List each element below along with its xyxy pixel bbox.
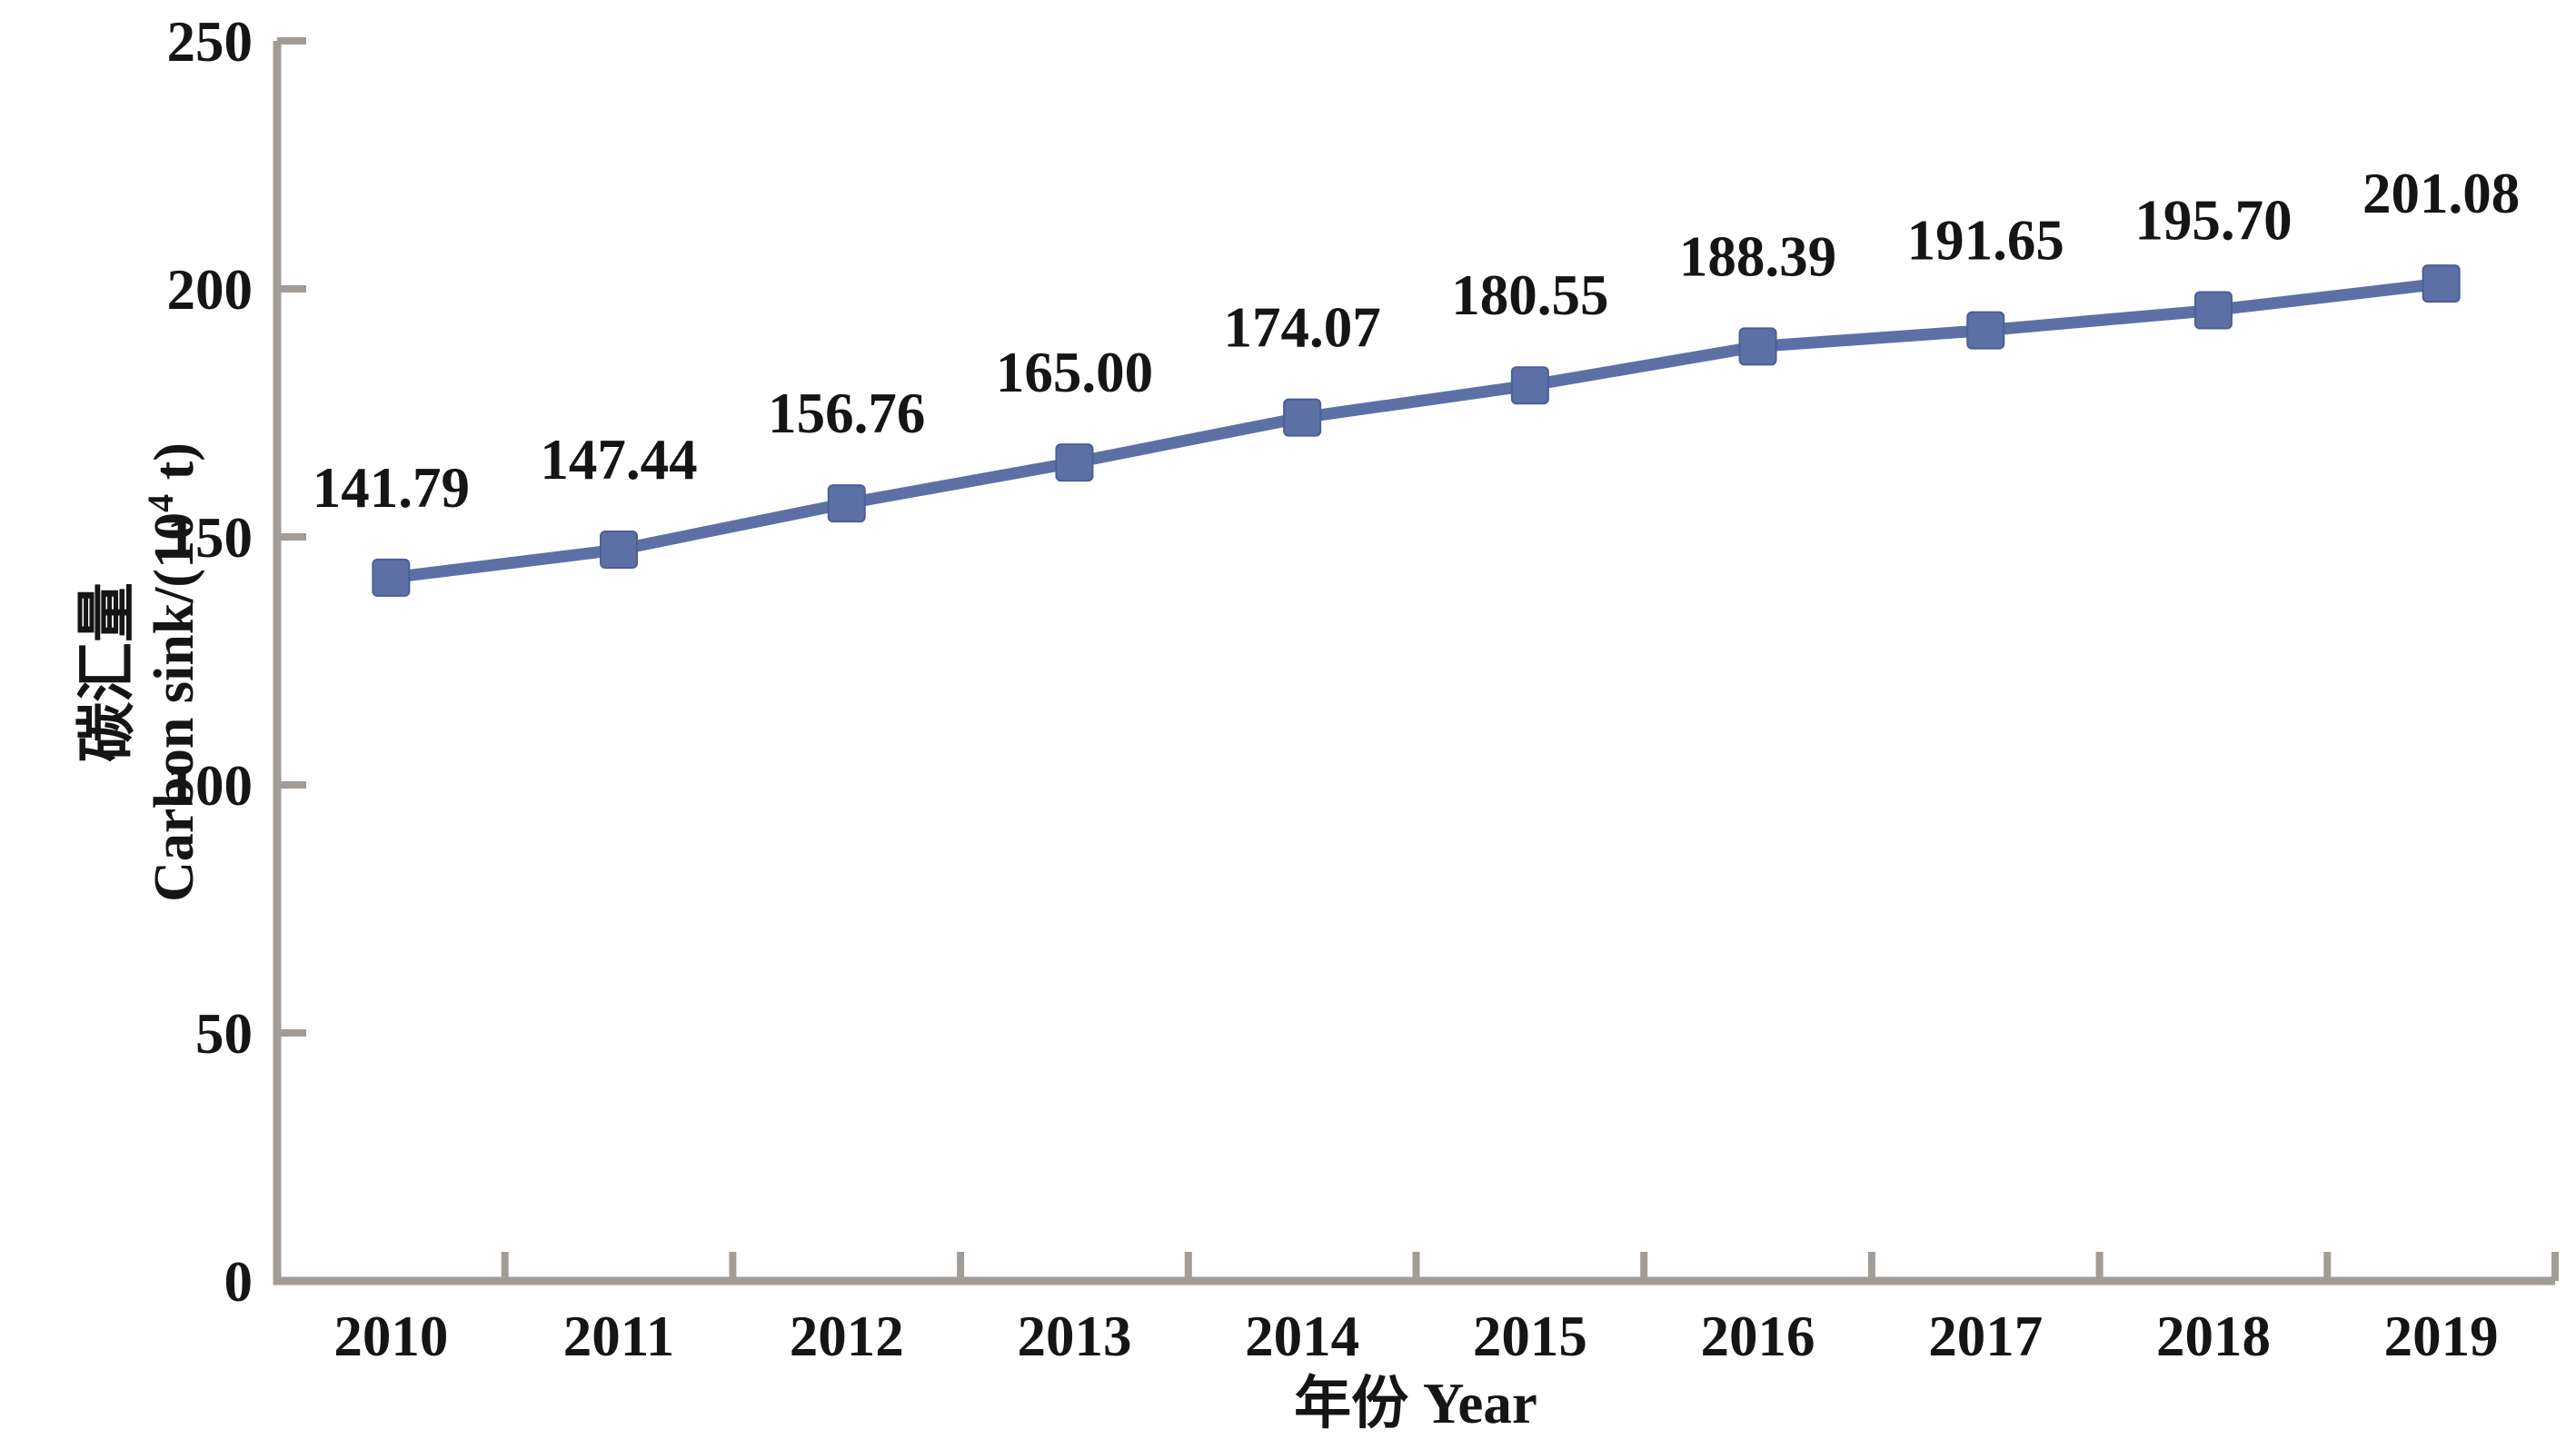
x-tick-label: 2018 xyxy=(2156,1305,2271,1368)
x-axis-title: 年份 Year xyxy=(1294,1372,1537,1435)
x-tick-label: 2012 xyxy=(790,1305,904,1368)
y-tick-label: 100 xyxy=(167,754,254,818)
data-point-label: 188.39 xyxy=(1679,224,1836,288)
series-line xyxy=(384,277,2448,584)
data-point-label: 174.07 xyxy=(1224,296,1381,360)
data-point-label: 156.76 xyxy=(768,382,925,445)
y-tick-label: 0 xyxy=(224,1250,254,1314)
y-axis-title-superscript: 4 xyxy=(140,494,181,512)
y-tick-label: 150 xyxy=(167,506,254,570)
data-point-marker xyxy=(600,530,639,569)
y-tick-label: 250 xyxy=(167,10,254,74)
data-point-marker xyxy=(2422,264,2461,303)
data-point-label: 195.70 xyxy=(2134,188,2292,252)
data-point-label: 165.00 xyxy=(996,341,1153,404)
y-axis-title-line2: Carbon sink/(104 t) xyxy=(140,442,205,902)
data-point-marker xyxy=(1738,327,1777,366)
y-tick-label: 50 xyxy=(195,1002,253,1066)
data-point-marker xyxy=(1966,311,2005,350)
x-tick-label: 2016 xyxy=(1701,1305,1815,1368)
data-point-marker xyxy=(1283,398,1322,437)
data-point-label: 201.08 xyxy=(2362,162,2520,225)
x-tick-label: 2013 xyxy=(1017,1305,1131,1368)
data-point-label: 180.55 xyxy=(1451,263,1608,327)
data-point-marker xyxy=(1510,366,1549,405)
x-tick-label: 2010 xyxy=(333,1305,448,1368)
x-tick-label: 2011 xyxy=(563,1305,675,1368)
y-axis-title-line1: 碳汇量 xyxy=(75,582,141,762)
chart-dynamic-layer: 0 50 100 150 200 250 2010 2011 2012 2013 2014 2015 2… xyxy=(167,10,2559,1368)
data-point-marker xyxy=(2193,291,2233,330)
data-point-label: 191.65 xyxy=(1907,209,2064,273)
y-axis-title-line2-post: t) xyxy=(144,442,205,494)
data-point-marker xyxy=(372,558,411,597)
y-tick-label: 200 xyxy=(167,258,254,322)
x-tick-label: 2017 xyxy=(1928,1305,2043,1368)
y-axis-title-line2-pre: Carbon sink/(10 xyxy=(144,512,205,902)
data-point-marker xyxy=(827,484,866,523)
x-tick-label: 2014 xyxy=(1245,1305,1359,1368)
data-point-marker xyxy=(1055,443,1094,482)
data-point-label: 147.44 xyxy=(540,428,697,491)
x-tick-label: 2019 xyxy=(2384,1305,2499,1368)
x-tick-label: 2015 xyxy=(1473,1305,1587,1368)
data-point-label: 141.79 xyxy=(313,456,470,520)
